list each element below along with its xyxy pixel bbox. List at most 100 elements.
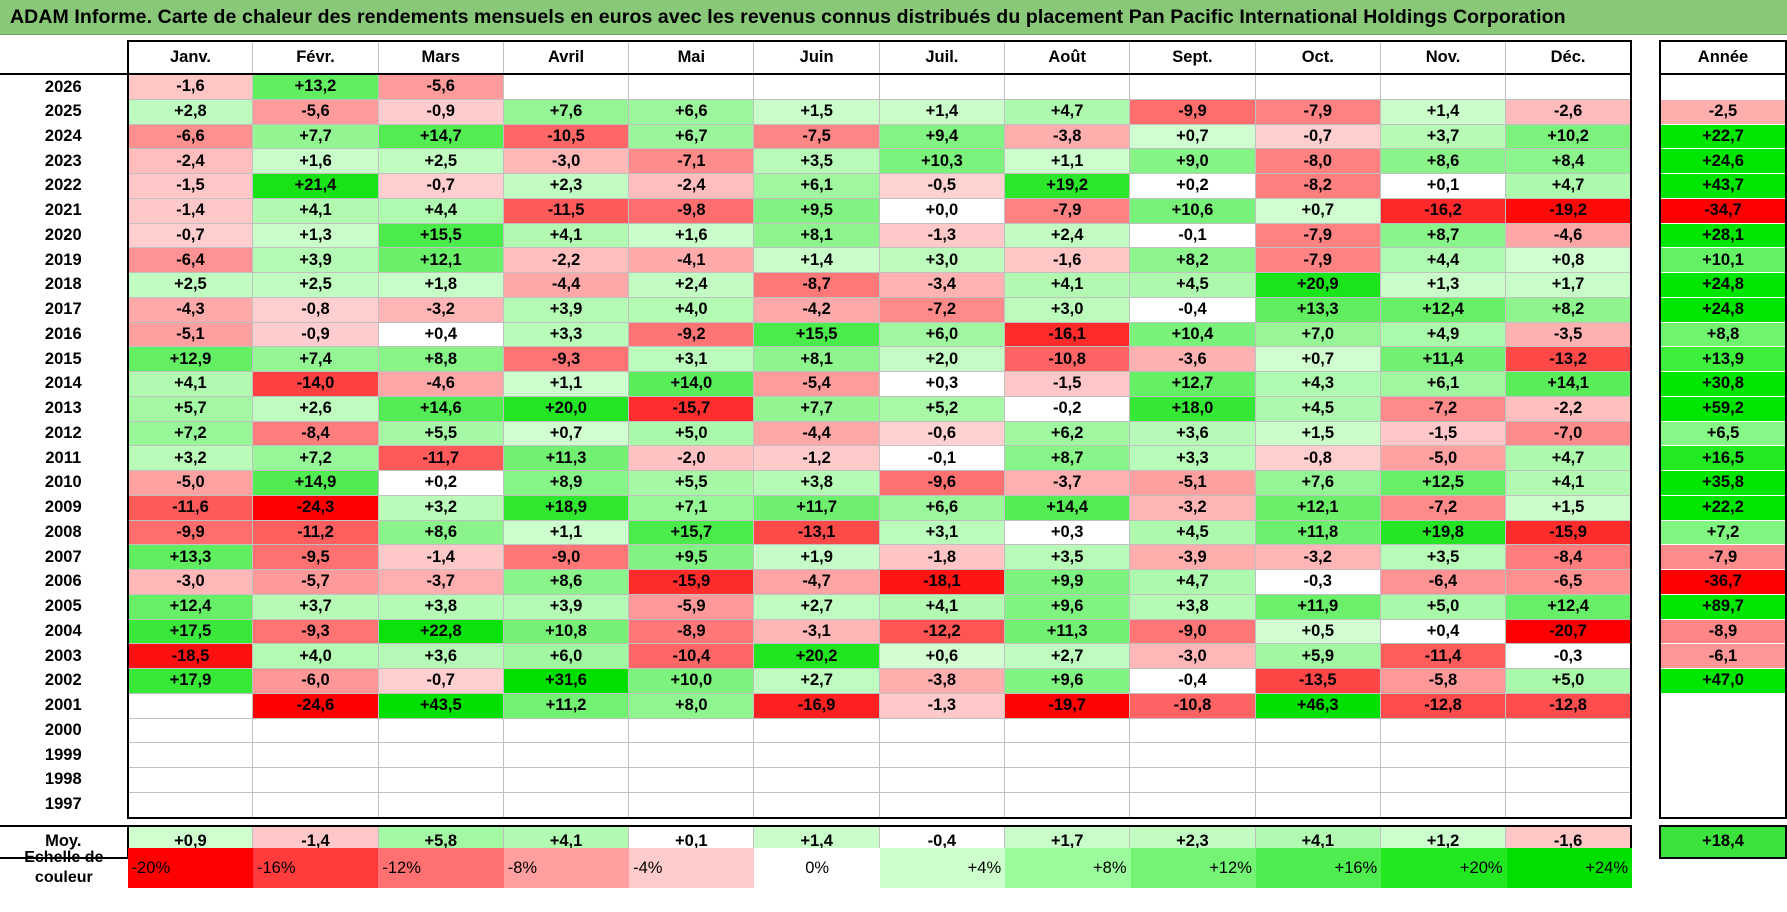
heatmap-cell: -2,0 [628, 445, 755, 471]
year-label: 2006 [44, 572, 82, 591]
heatmap-cell: -11,4 [1379, 643, 1507, 669]
year-label: 2012 [44, 423, 82, 442]
table-row: 2014 +4,1 -14,0 -4,6 +1,1 +14,0 -5,4 +0,3 -1,5 +1… [0, 371, 1633, 397]
heatmap-cell: +4,9 [1379, 321, 1507, 348]
heatmap-cell: -2,2 [502, 247, 630, 273]
heatmap-cell: -13,1 [753, 519, 880, 546]
table-row: 2012 +7,2 -8,4 +5,5 +0,7 +5,0 -4,4 -0,6 +6,2 +3,6… [0, 420, 1633, 447]
heatmap-cell: +6,0 [878, 321, 1006, 348]
heatmap-cell: -2,6 [1505, 98, 1633, 125]
heatmap-cell: -3,0 [502, 148, 630, 174]
annual-cell: +24,8 [1659, 272, 1787, 298]
heatmap-cell [502, 791, 630, 819]
heatmap-cell [126, 791, 254, 819]
year-label: 2016 [44, 324, 82, 343]
heatmap-cell: -9,8 [628, 197, 755, 224]
heatmap-cell: +10,6 [1129, 197, 1256, 224]
heatmap-cell [126, 742, 254, 768]
heatmap-cell: -6,4 [1379, 569, 1507, 595]
heatmap-cell [1004, 767, 1131, 793]
heatmap-cell: +3,9 [252, 247, 379, 273]
annual-cell: +59,2 [1659, 396, 1787, 421]
heatmap-cell: -0,1 [878, 445, 1006, 471]
heatmap-cell: +4,7 [1004, 98, 1131, 125]
heatmap-cell [753, 742, 880, 768]
annual-cell: +35,8 [1659, 470, 1787, 496]
annual-cell: +43,7 [1659, 173, 1787, 199]
color-scale-step: -12% [378, 848, 504, 888]
heatmap-cell: -10,8 [1129, 692, 1256, 719]
color-scale-step: +20% [1381, 848, 1507, 888]
heatmap-cell: +3,7 [1379, 123, 1507, 150]
heatmap-cell [126, 717, 254, 744]
year-label: 2015 [44, 349, 82, 368]
annual-row [1659, 767, 1787, 793]
annual-row: -2,5 [1659, 99, 1787, 124]
heatmap-cell: -10,8 [1004, 346, 1131, 372]
heatmap-cell: -4,7 [753, 569, 880, 595]
heatmap-cell: -7,9 [1254, 222, 1381, 249]
heatmap-cell [753, 717, 880, 744]
annual-row [1659, 792, 1787, 819]
heatmap-cell [878, 73, 1006, 100]
heatmap-cell: +0,7 [1129, 123, 1256, 150]
heatmap-cell [252, 742, 379, 768]
table-row: 2017 -4,3 -0,8 -3,2 +3,9 +4,0 -4,2 -7,2 +3,0 -0,4… [0, 296, 1633, 323]
annual-cell: -7,9 [1659, 544, 1787, 570]
heatmap-cell: +1,3 [1379, 272, 1507, 298]
heatmap-cell: +7,4 [252, 346, 379, 372]
average-annual-cell: +18,4 [1659, 824, 1787, 859]
heatmap-cell: +2,7 [1004, 643, 1131, 669]
heatmap-cell: +7,7 [753, 395, 880, 422]
heatmap-cell: -1,5 [126, 173, 254, 199]
heatmap-cell: +4,7 [1505, 173, 1633, 199]
table-row: 2026 -1,6 +13,2 -5,6 [0, 73, 1633, 100]
annual-cell: +24,8 [1659, 297, 1787, 322]
heatmap-cell: -5,0 [1379, 445, 1507, 471]
heatmap-cell: -4,6 [1505, 222, 1633, 249]
heatmap-cell: -7,2 [1379, 395, 1507, 422]
heatmap-cell: +12,9 [126, 346, 254, 372]
heatmap-cell: +7,1 [628, 494, 755, 521]
heatmap-cell: -9,9 [126, 519, 254, 546]
heatmap-cell: -1,4 [126, 197, 254, 224]
month-header: Nov. [1379, 40, 1506, 75]
heatmap-cell: +3,5 [1004, 544, 1131, 570]
heatmap-cell: +0,7 [502, 420, 630, 447]
heatmap-cell [1505, 717, 1633, 744]
heatmap-cell [1254, 791, 1381, 819]
heatmap-cell: -18,1 [878, 569, 1006, 595]
heatmap-cell [252, 791, 379, 819]
heatmap-cell: +4,1 [1505, 470, 1633, 496]
heatmap-cell: -0,5 [878, 173, 1006, 199]
table-row: 2021 -1,4 +4,1 +4,4 -11,5 -9,8 +9,5 +0,0 -7,9 +10… [0, 197, 1633, 224]
annual-cell: +24,6 [1659, 148, 1787, 174]
heatmap-cell: +17,9 [126, 668, 254, 694]
heatmap-cell: -0,3 [1254, 569, 1381, 595]
heatmap-cell: -1,6 [1004, 247, 1131, 273]
heatmap-cell: +0,4 [377, 321, 504, 348]
heatmap-cell [878, 742, 1006, 768]
table-row: 2019 -6,4 +3,9 +12,1 -2,2 -4,1 +1,4 +3,0 -1,6 +8,… [0, 247, 1633, 273]
year-label: 2023 [44, 151, 82, 170]
table-row: 2016 -5,1 -0,9 +0,4 +3,3 -9,2 +15,5 +6,0 -16,1 +1… [0, 321, 1633, 348]
heatmap-cell [1129, 791, 1256, 819]
heatmap-cell: +12,5 [1379, 470, 1507, 496]
table-row: 2010 -5,0 +14,9 +0,2 +8,9 +5,5 +3,8 -9,6 -3,7 -5,… [0, 470, 1633, 496]
heatmap-cell: -3,9 [1129, 544, 1256, 570]
heatmap-cell: +3,3 [1129, 445, 1256, 471]
heatmap-cell: +1,5 [1254, 420, 1381, 447]
heatmap-cell: +3,8 [753, 470, 880, 496]
heatmap-cell [628, 791, 755, 819]
heatmap-cell [1254, 742, 1381, 768]
heatmap-cell [1505, 791, 1633, 819]
heatmap-cell: +2,4 [1004, 222, 1131, 249]
heatmap-cell: -14,0 [252, 371, 379, 397]
heatmap-cell: +43,5 [377, 692, 504, 719]
annual-row: +89,7 [1659, 594, 1787, 619]
heatmap-cell: +4,7 [1129, 569, 1256, 595]
heatmap-cell: +13,3 [126, 544, 254, 570]
title-bar: ADAM Informe. Carte de chaleur des rende… [0, 0, 1787, 35]
heatmap-cell: -18,5 [126, 643, 254, 669]
heatmap-cell: +1,4 [1379, 98, 1507, 125]
